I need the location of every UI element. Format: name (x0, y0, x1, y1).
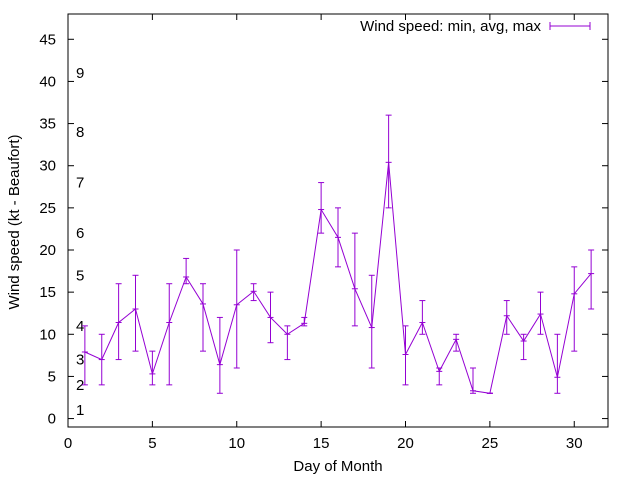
beaufort-label: 8 (76, 124, 84, 141)
beaufort-label: 5 (76, 267, 84, 284)
x-axis-title: Day of Month (293, 458, 382, 475)
beaufort-label: 4 (76, 318, 84, 335)
beaufort-label: 7 (76, 175, 84, 192)
y-tick-label: 15 (39, 284, 56, 301)
x-tick-label: 5 (148, 435, 156, 452)
series-line (84, 162, 592, 394)
x-tick-label: 10 (228, 435, 245, 452)
x-tick-label: 25 (482, 435, 499, 452)
x-tick-label: 30 (566, 435, 583, 452)
plot-area (67, 13, 609, 428)
legend: Wind speed: min, avg, max (360, 18, 591, 35)
beaufort-label: 6 (76, 225, 84, 242)
y-tick-label: 20 (39, 242, 56, 259)
y-tick-label: 0 (48, 411, 56, 428)
y-tick-label: 10 (39, 326, 56, 343)
beaufort-scale-labels: 1 2 3 4 5 6 7 8 9 (76, 65, 84, 419)
beaufort-label: 9 (76, 65, 84, 82)
legend-label: Wind speed: min, avg, max (360, 18, 541, 35)
y-tick-label: 25 (39, 200, 56, 217)
y-tick-label: 5 (48, 368, 56, 385)
x-tick-label: 15 (313, 435, 330, 452)
plot-border (67, 13, 609, 428)
x-tick-label: 20 (397, 435, 414, 452)
wind-speed-series (81, 114, 595, 394)
y-axis-title: Wind speed (kt - Beaufort) (6, 134, 23, 309)
y-tick-label: 30 (39, 158, 56, 175)
x-tick-label: 0 (64, 435, 72, 452)
beaufort-label: 2 (76, 377, 84, 394)
beaufort-label: 1 (76, 402, 84, 419)
y-tick-label: 40 (39, 73, 56, 90)
x-axis-ticks: 0 5 10 15 20 25 30 (64, 14, 583, 452)
beaufort-label: 3 (76, 352, 84, 369)
y-tick-label: 35 (39, 116, 56, 133)
y-tick-label: 45 (39, 31, 56, 48)
